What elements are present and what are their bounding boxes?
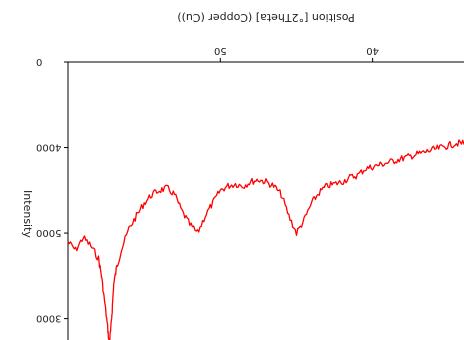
series-line	[67, 139, 464, 340]
y-tick-label: 4000	[36, 142, 61, 153]
axes	[67, 61, 464, 340]
y-axis-title: Intensity	[21, 190, 34, 238]
ticks	[64, 58, 374, 320]
tick-labels: 50 40 0 4000 5000 3000	[36, 45, 379, 324]
y-tick-label: 5000	[36, 227, 61, 238]
x-tick-label: 40	[366, 45, 379, 56]
x-tick-label: 50	[214, 45, 227, 56]
y-tick-label: 0	[36, 56, 42, 67]
y-tick-label: 3000	[36, 313, 61, 324]
plot-background	[68, 62, 464, 340]
x-axis-title: Position [°2Theta] (Copper (Cu))	[177, 11, 354, 24]
series-layer	[67, 139, 464, 340]
